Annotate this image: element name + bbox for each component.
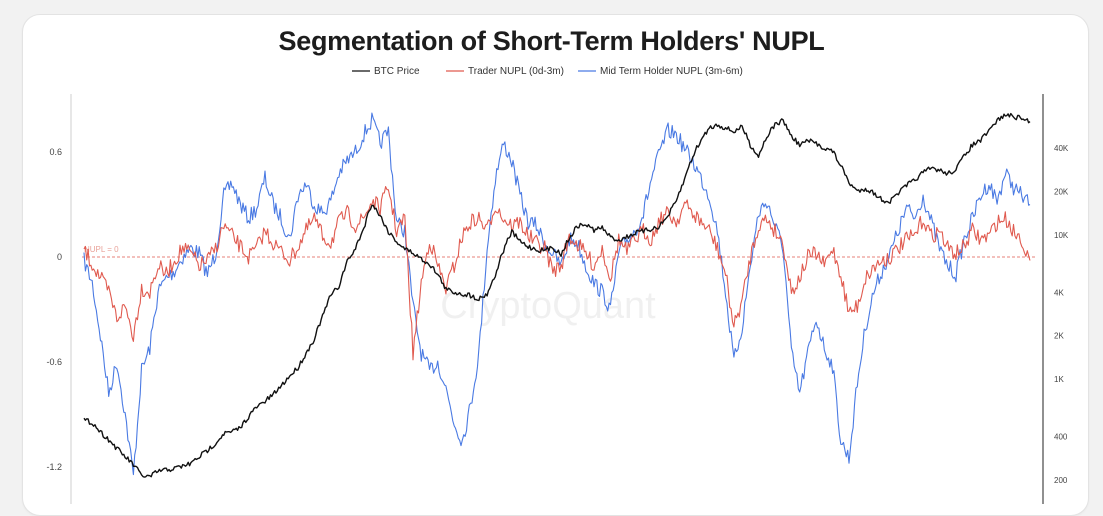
right-axis-ticks: 40K 20K 10K 4K 2K 1K 400 200 — [1054, 144, 1069, 485]
series-layer — [83, 112, 1031, 478]
left-axis-ticks: 0.6 0 -0.6 -1.2 — [46, 147, 62, 472]
right-tick-label: 20K — [1054, 187, 1069, 196]
chart-svg: BTC Price Trader NUPL (0d-3m) Mid Term H… — [46, 66, 1069, 504]
legend-trader-label: Trader NUPL (0d-3m) — [468, 66, 564, 77]
right-tick-label: 40K — [1054, 144, 1069, 153]
nupl-zero-label: NUPL = 0 — [84, 245, 119, 254]
left-tick-label: 0.6 — [49, 147, 62, 157]
watermark: CryptoQuant — [440, 285, 656, 327]
left-tick-label: -1.2 — [46, 462, 62, 472]
right-tick-label: 10K — [1054, 231, 1069, 240]
right-tick-label: 4K — [1054, 288, 1064, 297]
legend-btc-label: BTC Price — [374, 66, 420, 77]
trader-nupl-line — [83, 186, 1031, 361]
right-tick-label: 200 — [1054, 476, 1068, 485]
right-tick-label: 1K — [1054, 375, 1064, 384]
left-tick-label: -0.6 — [46, 357, 62, 367]
midterm-nupl-line — [83, 112, 1031, 476]
chart-title: Segmentation of Short-Term Holders' NUPL — [278, 26, 825, 56]
chart-card — [22, 14, 1089, 516]
right-tick-label: 2K — [1054, 332, 1064, 341]
legend: BTC Price Trader NUPL (0d-3m) Mid Term H… — [352, 66, 743, 77]
legend-midterm-label: Mid Term Holder NUPL (3m-6m) — [600, 66, 743, 77]
btc-price-line — [83, 112, 1031, 478]
right-tick-label: 400 — [1054, 433, 1068, 442]
left-tick-label: 0 — [57, 252, 62, 262]
